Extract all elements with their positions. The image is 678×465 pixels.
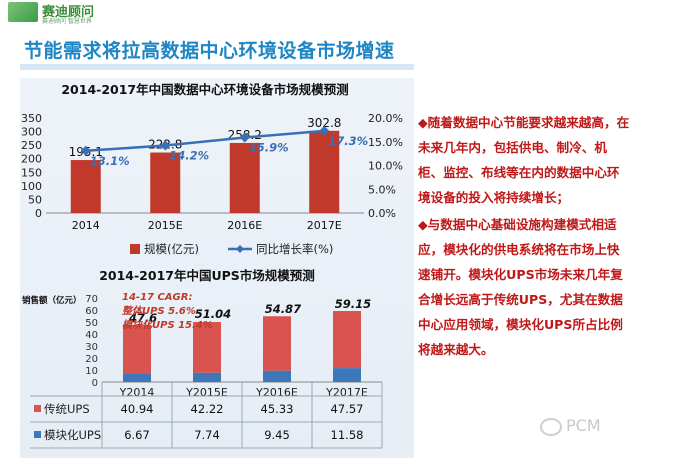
chart2-total-label: 54.87 [265, 302, 301, 316]
chart2-table-series-label: 模块化UPS [44, 428, 101, 442]
chart2-table-cell: 47.57 [331, 402, 364, 416]
chart1-y2tick: 5.0% [368, 183, 396, 196]
chart1-y2tick: 15.0% [368, 136, 403, 149]
chart2-bar-traditional [123, 324, 151, 374]
chart2-bar-modular [263, 370, 291, 382]
chart2-ytick: 70 [85, 294, 98, 305]
chart2-bar-traditional [333, 311, 361, 369]
chart1-xtick: 2015E [148, 219, 183, 232]
bullet-item: ◆随着数据中心节能要求越来越高，在未来几年内，包括供电、制冷、机柜、监控、布线等… [418, 115, 630, 205]
chart2-ytick: 0 [92, 378, 98, 389]
watermark-text: PCM [566, 416, 601, 435]
chart2-xtick: Y2017E [325, 386, 368, 399]
chart1-ytick: 100 [21, 180, 42, 193]
chart1-growth-label: 14.2% [169, 149, 209, 163]
chart2-table-cell: 45.33 [261, 402, 294, 416]
chart2-ytick: 40 [85, 330, 98, 341]
chart2-table-swatch [34, 405, 41, 412]
chart1-xtick: 2017E [307, 219, 342, 232]
chart2-table-cell: 6.67 [124, 428, 150, 442]
chart1-xtick: 2016E [227, 219, 262, 232]
chart1-bar [150, 152, 181, 213]
chart2-table-swatch [34, 431, 41, 438]
header-band [20, 64, 414, 70]
chart2-xtick: Y2016E [255, 386, 298, 399]
chart2-total-label: 51.04 [195, 307, 231, 321]
chart2-table-cell: 9.45 [264, 428, 290, 442]
chart2-ylabel: 销售额（亿元） [22, 295, 82, 306]
chart2-title: 2014-2017年中国UPS市场规模预测 [99, 268, 315, 283]
logo-name: 赛迪顾问 [42, 5, 95, 20]
chart1-growth-line [85, 129, 325, 153]
chart1-bar [309, 130, 340, 213]
chart1-legend-line-label: 同比增长率(%) [256, 242, 333, 256]
bullet-list: ◆随着数据中心节能要求越来越高，在未来几年内，包括供电、制冷、机柜、监控、布线等… [418, 110, 630, 364]
chart1-growth-point [160, 140, 171, 151]
chart2-ytick: 20 [85, 354, 98, 365]
chart1-legend-bar-label: 规模(亿元) [144, 242, 199, 256]
chart2-bar-traditional [263, 316, 291, 371]
chart2-annotation: 模块化UPS 15.4% [122, 319, 213, 331]
chart2-table-cell: 40.94 [121, 402, 154, 416]
watermark: PCM [540, 416, 601, 436]
chart1-ytick: 0 [35, 207, 42, 220]
chart1-growth-label: 13.1% [90, 154, 130, 168]
chart2-total-label: 59.15 [335, 297, 371, 311]
chart1-bar [229, 142, 260, 213]
chart2-bar-modular [193, 372, 221, 382]
chart2-table-series-label: 传统UPS [44, 402, 90, 416]
chart2-ytick: 50 [85, 318, 98, 329]
chart1-bar-label: 302.8 [307, 116, 341, 130]
chart2-table-cell: 11.58 [331, 428, 364, 442]
chart2-bar-traditional [193, 322, 221, 373]
chart2-bar-modular [333, 368, 361, 382]
chart1-growth-point [319, 125, 330, 136]
chart1-growth-point [239, 132, 250, 143]
chart2-annotation: 14-17 CAGR: [122, 292, 192, 303]
chart1-ytick: 200 [21, 153, 42, 166]
logo-mark-icon [8, 2, 38, 22]
chart1-ytick: 50 [28, 193, 42, 206]
chart2-table-cell: 7.74 [194, 428, 220, 442]
wechat-icon [540, 417, 562, 436]
chart1-growth-label: 17.3% [328, 134, 368, 148]
chart2-total-label: 47.6 [128, 311, 157, 325]
chart1-growth-label: 15.9% [249, 140, 289, 154]
logo: 赛迪顾问 赛迪顾问 智慧世界 [0, 0, 120, 26]
chart2-ytick: 10 [85, 366, 98, 377]
chart2-table-cell: 42.22 [191, 402, 224, 416]
slide-title: 节能需求将拉高数据中心环境设备市场增速 [24, 40, 395, 62]
bullet-item: ◆与数据中心基础设施构建模式相适应，模块化的供电系统将在市场上快速铺开。模块化U… [418, 217, 623, 357]
chart2-xtick: Y2014 [119, 386, 155, 399]
chart2-xtick: Y2015E [185, 386, 228, 399]
chart1-ytick: 350 [21, 112, 42, 125]
chart1-growth-point [80, 145, 91, 156]
chart1-y2tick: 20.0% [368, 112, 403, 125]
chart2-annotation: 整体UPS 5.6% [122, 305, 196, 317]
chart2-ytick: 30 [85, 342, 98, 353]
chart1-ytick: 250 [21, 139, 42, 152]
chart1-ytick: 150 [21, 166, 42, 179]
chart1-y2tick: 10.0% [368, 160, 403, 173]
chart1-title: 2014-2017年中国数据中心环境设备市场规模预测 [61, 82, 348, 97]
chart1-bar [70, 160, 101, 213]
chart1-legend-line-marker [236, 245, 244, 253]
chart1-legend-bar-swatch [130, 244, 140, 254]
chart1-y2tick: 0.0% [368, 207, 396, 220]
chart1-xtick: 2014 [72, 219, 100, 232]
chart1-ytick: 300 [21, 126, 42, 139]
logo-tagline: 赛迪顾问 智慧世界 [42, 18, 92, 25]
chart2-ytick: 60 [85, 306, 98, 317]
chart2-bar-modular [123, 373, 151, 382]
